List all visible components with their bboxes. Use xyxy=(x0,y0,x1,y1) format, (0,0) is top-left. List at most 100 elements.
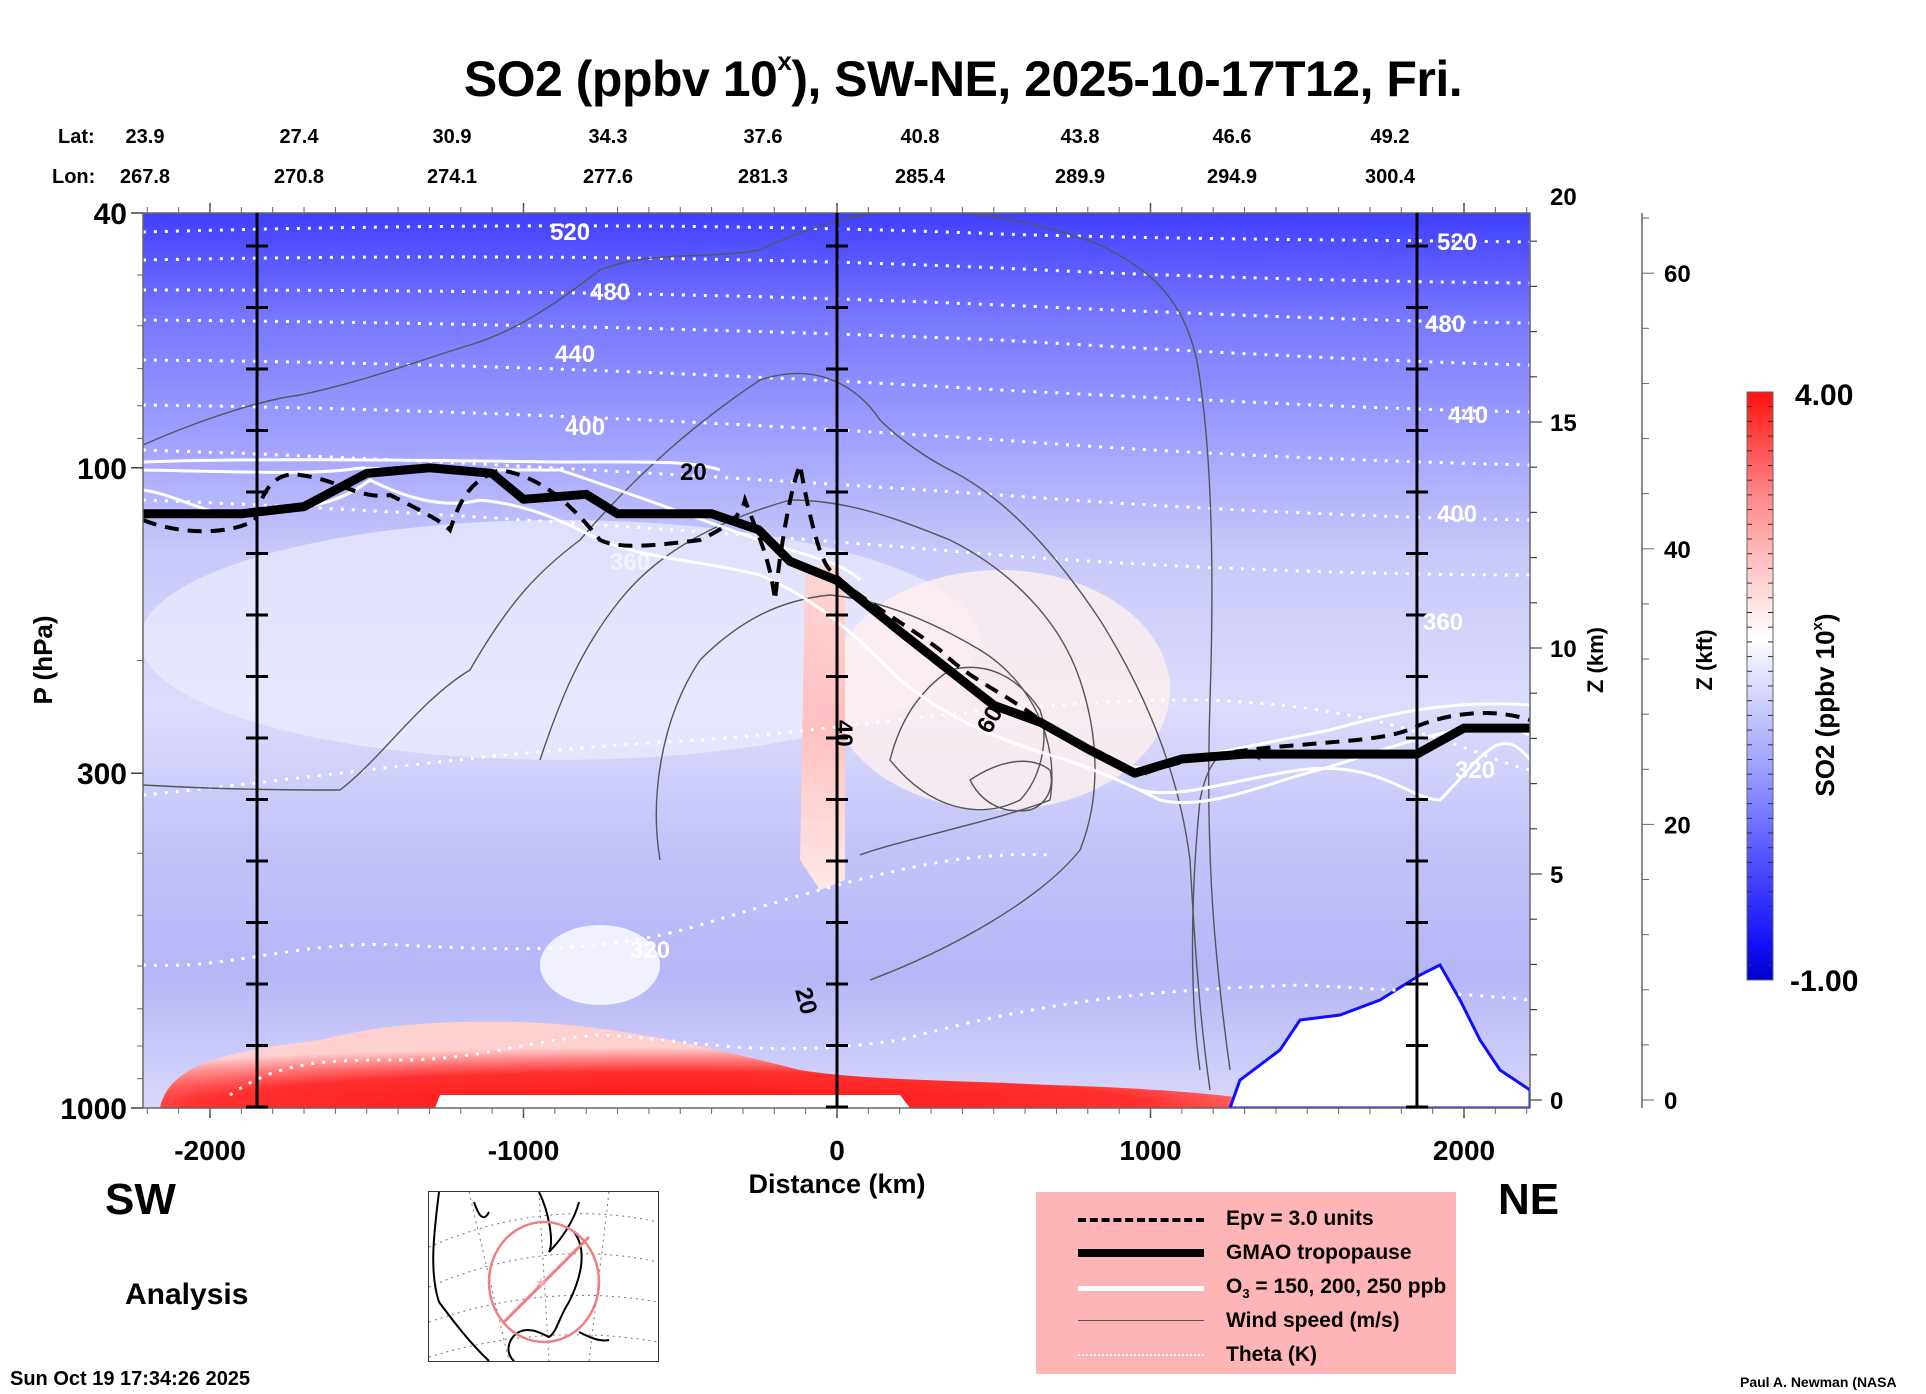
legend-item-theta: Theta (K) xyxy=(1036,1340,1456,1370)
zkm-tick-label: 10 xyxy=(1550,636,1577,663)
theta-label: 480 xyxy=(1425,311,1465,338)
dashed-line-icon xyxy=(1078,1218,1204,1222)
center-star-icon: ✶ xyxy=(533,1274,548,1294)
lat-label: Lat: xyxy=(58,126,95,148)
theta-line xyxy=(143,698,1530,797)
x-tick-label: 2000 xyxy=(1433,1135,1495,1166)
lat-value: 43.8 xyxy=(1060,126,1100,148)
colorbar-min-label: -1.00 xyxy=(1790,965,1858,998)
lat-value: 23.9 xyxy=(125,126,165,148)
theta-label: 440 xyxy=(555,341,595,368)
zkm-tick-label: 20 xyxy=(1550,184,1577,211)
theta-label: 520 xyxy=(550,219,590,246)
map-inset: ✶ xyxy=(428,1191,659,1362)
chart-title: SO2 (ppbv 10x), SW-NE, 2025-10-17T12, Fr… xyxy=(463,46,1463,107)
legend-item-ozone: O3 = 150, 200, 250 ppb xyxy=(1036,1272,1456,1302)
lon-value: 285.4 xyxy=(894,166,946,188)
coastlines xyxy=(432,1192,610,1361)
lat-value: 40.8 xyxy=(900,126,940,148)
lon-value: 270.8 xyxy=(273,166,325,188)
theta-line xyxy=(143,288,1530,325)
theta-line xyxy=(143,224,1530,244)
zkft-tick-label: 20 xyxy=(1664,812,1691,839)
x-tick-label: -1000 xyxy=(488,1135,560,1166)
lon-value: 274.1 xyxy=(426,166,478,188)
theta-line xyxy=(143,403,1530,467)
zkm-tick-label: 0 xyxy=(1550,1088,1563,1115)
wind-contour xyxy=(539,499,1096,981)
thick-line-icon xyxy=(1078,1249,1204,1257)
colorbar-title: SO2 (ppbv 10x) xyxy=(1809,613,1840,796)
below-ground-strip xyxy=(435,1095,910,1108)
lat-value: 37.6 xyxy=(743,126,783,148)
theta-label: 520 xyxy=(1437,229,1477,256)
theta-label: 480 xyxy=(590,279,630,306)
theta-line xyxy=(229,983,1530,1097)
theta-line xyxy=(143,358,1530,414)
range-circle xyxy=(487,1220,601,1344)
zkft-tick-label: 60 xyxy=(1664,261,1691,288)
below-ground-mask xyxy=(1228,963,1530,1108)
wind-contour xyxy=(143,213,1231,1071)
sw-label: SW xyxy=(105,1175,176,1224)
map-svg: ✶ xyxy=(429,1192,658,1361)
epv-line xyxy=(143,457,1530,778)
epv-contour xyxy=(143,457,1530,778)
credit: Paul A. Newman (NASA xyxy=(1740,1374,1897,1390)
lon-value: 289.9 xyxy=(1054,166,1106,188)
theta-line xyxy=(143,318,1530,367)
timestamp: Sun Oct 19 17:34:26 2025 xyxy=(10,1368,251,1390)
theta-line xyxy=(143,255,1530,285)
wind-label: 40 xyxy=(830,720,857,747)
thin-line-icon xyxy=(1078,1320,1204,1321)
x-tick-label: 1000 xyxy=(1119,1135,1181,1166)
zkft-tick-label: 40 xyxy=(1664,537,1691,564)
theta-label: 320 xyxy=(630,937,670,964)
lon-value: 281.3 xyxy=(737,166,789,188)
lat-value: 49.2 xyxy=(1370,126,1410,148)
theta-label: 440 xyxy=(1448,402,1488,429)
wind-contour xyxy=(889,666,1045,811)
theta-line xyxy=(143,853,1051,968)
so2-light-region-2 xyxy=(830,570,1170,810)
legend-item-epv: Epv = 3.0 units xyxy=(1036,1204,1456,1234)
lat-value: 30.9 xyxy=(432,126,472,148)
zkft-axis-title: Z (kft) xyxy=(1692,629,1717,690)
zkm-axis-title: Z (km) xyxy=(1583,627,1608,693)
x-axis-title: Distance (km) xyxy=(748,1169,925,1199)
zkm-tick-label: 5 xyxy=(1550,862,1563,889)
y-tick-label: 100 xyxy=(77,453,127,486)
theta-label: 360 xyxy=(610,549,650,576)
analysis-label: Analysis xyxy=(125,1278,249,1311)
lat-value: 27.4 xyxy=(279,126,319,148)
lon-value: 300.4 xyxy=(1364,166,1416,188)
theta-line xyxy=(143,498,1530,577)
so2-surface-max xyxy=(160,1021,1300,1108)
colorbar-ticks xyxy=(1747,406,1773,966)
reference-lines xyxy=(246,213,1428,1109)
lon-label: Lon: xyxy=(52,166,96,188)
white-line-icon xyxy=(1078,1286,1204,1291)
theta-label: 400 xyxy=(565,414,605,441)
colorbar-max-label: 4.00 xyxy=(1795,379,1853,412)
wind-contour xyxy=(143,372,1211,1091)
zkm-tick-label: 15 xyxy=(1550,410,1577,437)
y-axis-title: P (hPa) xyxy=(28,615,58,704)
so2-white-patch xyxy=(540,925,660,1005)
wind-contour xyxy=(969,760,1052,812)
ozone-line xyxy=(143,458,721,472)
lat-value: 34.3 xyxy=(588,126,628,148)
transect-line xyxy=(502,1235,591,1324)
lat-value: 46.6 xyxy=(1212,126,1252,148)
lon-value: 277.6 xyxy=(582,166,634,188)
theta-label: 400 xyxy=(1437,501,1477,528)
theta-labels: 520 480 440 400 360 320 520 480 440 400 … xyxy=(550,219,1495,964)
y-tick-label: 40 xyxy=(94,198,127,231)
zkft-tick-label: 0 xyxy=(1664,1088,1677,1115)
lon-value: 267.8 xyxy=(119,166,171,188)
theta-label: 320 xyxy=(1455,757,1495,784)
lon-value: 294.9 xyxy=(1206,166,1258,188)
so2-plume xyxy=(800,560,845,890)
ne-label: NE xyxy=(1498,1175,1560,1224)
